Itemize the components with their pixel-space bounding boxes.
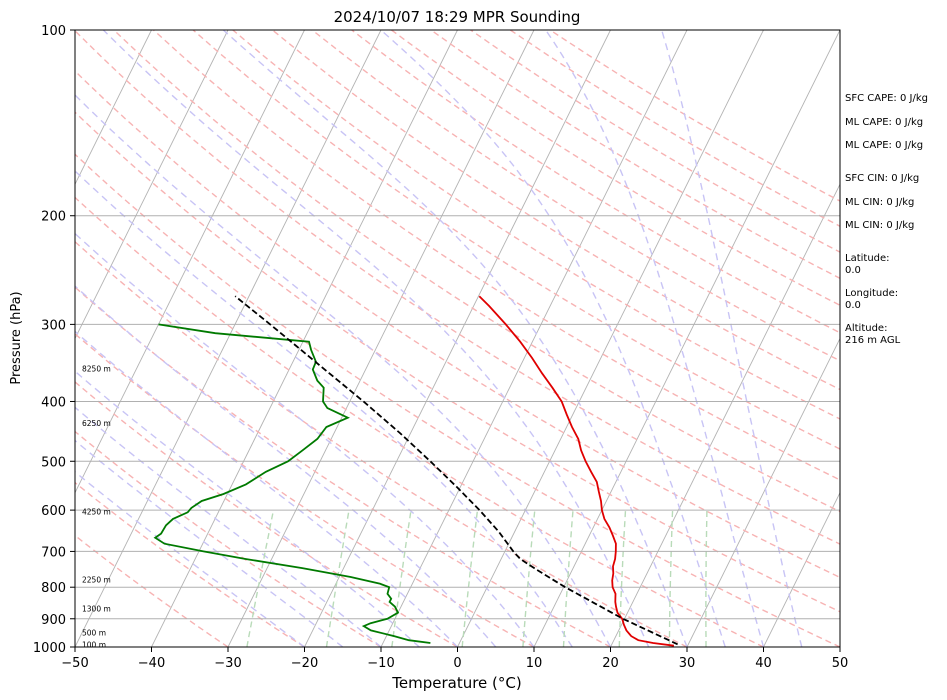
isotherm	[75, 30, 305, 494]
index-text: SFC CIN: 0 J/kg	[845, 173, 919, 184]
parcel-profile	[234, 295, 678, 646]
mixing-ratio-line	[391, 509, 412, 647]
isotherm	[304, 30, 611, 647]
background-lines	[75, 30, 840, 647]
height-label: 1300 m	[82, 605, 111, 614]
mixing-ratio-line	[246, 509, 275, 647]
x-tick-label: −20	[291, 656, 318, 671]
x-tick-label: −30	[214, 656, 241, 671]
height-label: 100 m	[82, 640, 106, 649]
moist-adiabat	[75, 439, 344, 647]
moist-adiabat	[75, 169, 573, 647]
isotherm	[151, 30, 458, 647]
mixing-ratio-line	[522, 510, 536, 647]
y-axis-label: Pressure (hPa)	[9, 291, 24, 384]
dry-adiabat	[390, 30, 840, 307]
y-tick-label: 200	[41, 210, 66, 225]
x-tick-label: −10	[367, 656, 394, 671]
dewpoint-profile	[153, 323, 431, 644]
location-text: Altitude:	[845, 323, 887, 334]
x-tick-label: 0	[453, 656, 461, 671]
moist-adiabat	[75, 330, 458, 647]
y-tick-label: 300	[41, 318, 66, 333]
y-tick-label: 500	[41, 455, 66, 470]
moist-adiabat	[75, 470, 305, 647]
location-text: 0.0	[845, 265, 861, 276]
x-axis-label: Temperature (°C)	[391, 674, 521, 692]
moist-adiabat	[75, 370, 420, 647]
index-text: ML CIN: 0 J/kg	[845, 220, 914, 231]
location-text: Latitude:	[845, 253, 890, 264]
height-label: 2250 m	[82, 575, 111, 584]
moist-adiabat	[380, 30, 726, 647]
dry-adiabat	[75, 196, 764, 647]
y-tick-label: 1000	[33, 641, 66, 656]
y-tick-label: 600	[41, 504, 66, 519]
y-tick-label: 700	[41, 545, 66, 560]
y-tick-label: 800	[41, 581, 66, 596]
dry-adiabat	[271, 30, 840, 391]
dry-adiabat	[75, 381, 458, 647]
dry-adiabat	[113, 30, 840, 513]
dry-adiabat	[75, 430, 382, 647]
height-label: 6250 m	[82, 419, 111, 428]
moist-adiabat	[75, 285, 497, 647]
isotherm	[380, 30, 688, 647]
mixing-ratio-line	[705, 510, 708, 647]
index-text: ML CAPE: 0 J/kg	[845, 140, 923, 151]
moist-adiabat	[75, 94, 612, 647]
location-text: 0.0	[845, 300, 861, 311]
x-tick-label: 30	[679, 656, 696, 671]
y-tick-label: 100	[41, 24, 66, 39]
moist-adiabat	[102, 30, 650, 647]
location-text: 216 m AGL	[845, 335, 901, 346]
isotherm	[75, 30, 152, 186]
x-tick-label: 40	[755, 656, 772, 671]
mixing-ratio-line	[668, 510, 674, 647]
height-label: 4250 m	[82, 507, 111, 516]
dry-adiabat	[75, 240, 688, 647]
index-text: ML CIN: 0 J/kg	[845, 197, 914, 208]
isotherm	[227, 30, 535, 647]
isotherm	[686, 337, 840, 647]
x-tick-label: −50	[61, 656, 88, 671]
chart-title: 2024/10/07 18:29 MPR Sounding	[334, 8, 581, 26]
x-tick-label: −40	[138, 656, 165, 671]
isotherm	[763, 491, 840, 647]
moist-adiabat	[545, 30, 765, 647]
x-tick-label: 20	[602, 656, 619, 671]
height-label: 8250 m	[82, 364, 111, 373]
isotherm	[610, 183, 840, 647]
y-axis-ticks: 1000 900 800 700 600 500 400 300 200 100	[33, 24, 75, 656]
height-label: 500 m	[82, 628, 106, 637]
x-tick-label: 50	[832, 656, 849, 671]
y-tick-label: 900	[41, 613, 66, 628]
dry-adiabat	[232, 30, 840, 420]
index-text: SFC CAPE: 0 J/kg	[845, 93, 928, 104]
index-text: ML CAPE: 0 J/kg	[845, 117, 923, 128]
x-axis-ticks: −50 −40 −30 −20 −10 0 10 20 30 40 50	[61, 647, 848, 671]
dry-adiabat	[75, 332, 535, 647]
dry-adiabat	[351, 30, 840, 334]
y-tick-label: 400	[41, 395, 66, 410]
location-text: Longitude:	[845, 288, 898, 299]
isotherm	[75, 30, 229, 340]
moist-adiabat	[661, 30, 803, 647]
height-labels: 100 m 500 m 1300 m 2250 m 4250 m 6250 m 8250 m	[82, 364, 111, 649]
moist-adiabat	[75, 232, 535, 647]
isotherm	[75, 30, 382, 647]
dry-adiabat	[75, 111, 840, 613]
dry-adiabat	[75, 286, 611, 647]
indices-panel: SFC CAPE: 0 J/kg ML CAPE: 0 J/kg ML CAPE: …	[845, 93, 928, 346]
dry-adiabat	[75, 153, 840, 647]
dry-adiabat	[75, 534, 229, 647]
x-tick-label: 10	[526, 656, 543, 671]
dry-adiabat	[75, 69, 840, 579]
moist-adiabat	[222, 30, 688, 647]
profiles	[153, 295, 678, 647]
dry-adiabat	[75, 30, 840, 545]
dry-adiabat	[75, 481, 305, 647]
